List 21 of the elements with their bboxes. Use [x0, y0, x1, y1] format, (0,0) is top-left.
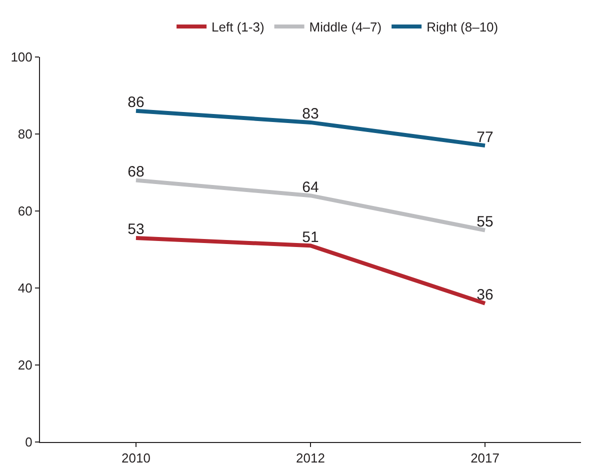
- data-label: 64: [302, 178, 319, 196]
- legend-label: Middle (4–7): [309, 20, 382, 35]
- data-label: 83: [302, 106, 319, 123]
- data-label: 51: [302, 228, 319, 246]
- data-label: 36: [476, 286, 494, 304]
- legend-label: Left (1-3): [212, 20, 264, 35]
- data-label: 53: [128, 221, 144, 238]
- y-tick-label: 40: [18, 280, 32, 296]
- y-tick-label: 0: [25, 434, 32, 450]
- legend-label: Right (8–10): [426, 20, 498, 35]
- x-tick-label: 2010: [122, 450, 150, 466]
- y-tick-label: 60: [18, 204, 32, 219]
- y-tick-label: 100: [10, 50, 32, 65]
- x-tick-label: 2012: [296, 450, 325, 466]
- x-tick-label: 2017: [470, 450, 500, 466]
- y-tick-label: 80: [18, 126, 32, 142]
- data-label: 68: [128, 163, 144, 180]
- data-label: 86: [128, 94, 144, 112]
- y-tick-label: 20: [18, 358, 32, 373]
- data-label: 55: [476, 214, 494, 230]
- data-label: 77: [476, 128, 494, 146]
